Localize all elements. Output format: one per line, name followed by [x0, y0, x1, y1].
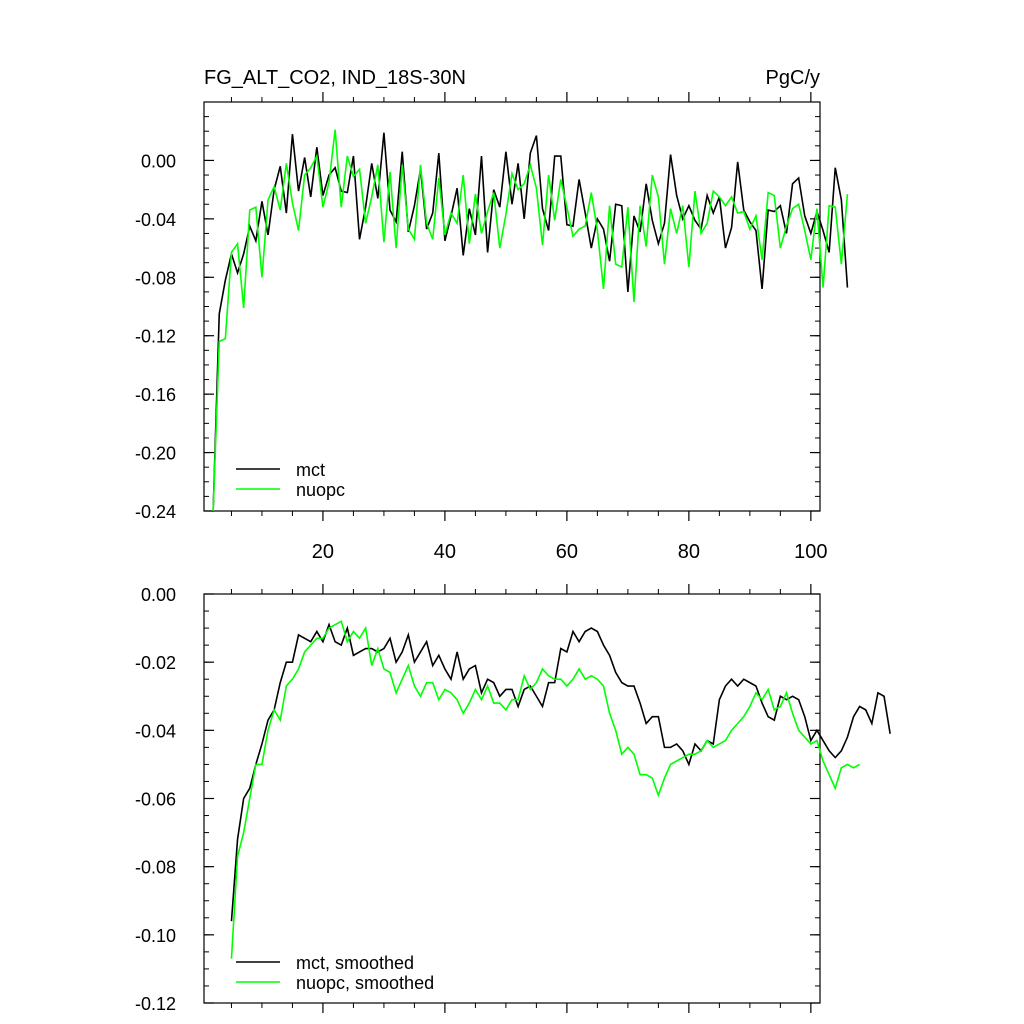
top-panel: 0.00 -0.04 -0.08 -0.12 -0.16 -0.20 -0.24 20 40 60… — [135, 92, 849, 563]
y-tick-label: 0.00 — [141, 151, 176, 171]
bottom-panel: 0.00 -0.02 -0.04 -0.06 -0.08 -0.10 -0.12 mct, … — [135, 584, 891, 1014]
x-tick-label: 40 — [434, 541, 456, 563]
chart-title: FG_ALT_CO2, IND_18S-30N — [204, 67, 466, 89]
x-tick-label: 20 — [312, 541, 334, 563]
series-line-mct-smoothed — [230, 622, 891, 922]
x-tick-label: 80 — [678, 541, 700, 563]
series-line-nuopc — [212, 129, 849, 512]
y-tick-label: -0.12 — [135, 327, 176, 347]
series-line-nuopc-smoothed — [230, 620, 861, 959]
y-tick-label: 0.00 — [141, 585, 176, 605]
y-tick-label: -0.20 — [135, 444, 176, 464]
top-panel-ticks: 0.00 -0.04 -0.08 -0.12 -0.16 -0.20 -0.24 20 40 60… — [135, 92, 828, 563]
legend-label-nuopc: nuopc — [296, 480, 345, 500]
y-tick-label: -0.24 — [135, 502, 176, 522]
y-tick-label: -0.16 — [135, 385, 176, 405]
y-tick-label: -0.12 — [135, 994, 176, 1014]
bottom-panel-lines — [230, 620, 891, 959]
y-tick-label: -0.04 — [135, 721, 176, 741]
x-tick-label: 100 — [794, 541, 827, 563]
y-tick-label: -0.04 — [135, 210, 176, 230]
legend-label-nuopc-smoothed: nuopc, smoothed — [296, 973, 434, 993]
series-line-mct — [212, 132, 849, 512]
top-panel-frame — [203, 101, 821, 512]
bottom-panel-legend: mct, smoothed nuopc, smoothed — [236, 953, 434, 993]
top-panel-legend: mct nuopc — [236, 460, 345, 500]
y-tick-label: -0.02 — [135, 653, 176, 673]
y-tick-label: -0.08 — [135, 858, 176, 878]
y-tick-label: -0.06 — [135, 790, 176, 810]
bottom-panel-ticks: 0.00 -0.02 -0.04 -0.06 -0.08 -0.10 -0.12 — [135, 584, 820, 1014]
bottom-panel-frame — [203, 593, 821, 1004]
y-tick-label: -0.08 — [135, 268, 176, 288]
x-tick-label: 60 — [556, 541, 578, 563]
legend-label-mct: mct — [296, 460, 325, 480]
units-label: PgC/y — [766, 67, 820, 89]
legend-label-mct-smoothed: mct, smoothed — [296, 953, 414, 973]
top-panel-lines — [212, 129, 849, 512]
y-tick-label: -0.10 — [135, 926, 176, 946]
